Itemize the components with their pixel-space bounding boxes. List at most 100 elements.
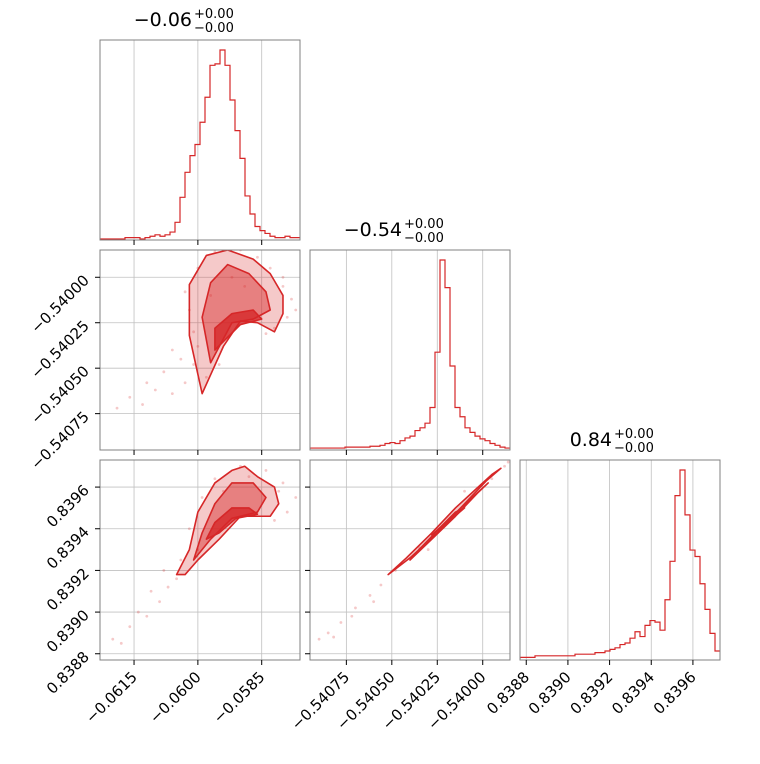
sample-point <box>200 496 204 499</box>
sample-point <box>281 275 285 279</box>
param-1-title-value: −0.54 <box>344 219 402 241</box>
sample-point <box>264 469 268 472</box>
param-0-title-plus: +0.00 <box>194 7 234 22</box>
x-tick-label: −0.0585 <box>210 668 269 727</box>
sample-point <box>294 308 298 312</box>
sample-point <box>170 392 174 396</box>
sample-point <box>158 600 161 604</box>
sample-point <box>183 290 187 294</box>
y-tick-label: 0.8388 <box>43 648 93 698</box>
sample-point <box>162 569 166 572</box>
param-2-title-plus: +0.00 <box>614 427 654 442</box>
sample-point <box>145 614 149 618</box>
sample-point <box>179 357 183 361</box>
sample-point <box>153 388 157 392</box>
sample-point <box>268 266 272 270</box>
sample-point <box>332 635 336 639</box>
y-tick-label: 0.8390 <box>43 606 93 656</box>
sample-point <box>281 481 285 485</box>
sample-point <box>350 614 354 618</box>
sample-point <box>136 610 140 614</box>
sample-point <box>256 255 259 259</box>
sample-point <box>294 496 298 499</box>
sample-point <box>285 315 289 319</box>
histogram-2-step <box>520 469 720 659</box>
sample-point <box>426 548 430 551</box>
hist-panel-2-background <box>520 460 720 660</box>
sample-point <box>192 330 196 334</box>
sample-point <box>183 381 187 385</box>
y-tick-label: 0.8394 <box>43 523 93 573</box>
x-tick-label: 0.8394 <box>608 668 658 718</box>
histogram-0-step <box>100 49 300 240</box>
sample-point <box>204 375 208 379</box>
sample-point <box>111 637 115 641</box>
sample-point <box>192 363 196 366</box>
contour-outer <box>387 467 502 576</box>
sample-point <box>119 641 123 645</box>
param-0-title-value: −0.06 <box>134 9 192 31</box>
sample-point <box>368 594 372 597</box>
x-tick-label: −0.0615 <box>82 668 141 727</box>
sample-point <box>196 344 200 348</box>
sample-point <box>290 297 293 301</box>
x-tick-label: 0.8392 <box>567 668 617 718</box>
sample-point <box>339 621 343 624</box>
sample-point <box>277 489 281 493</box>
histogram-1-step <box>310 259 510 449</box>
x-tick-label: −0.0600 <box>146 668 205 727</box>
param-1-title-minus: −0.00 <box>404 231 444 246</box>
scatter-panel-0-1-frame <box>99 249 301 451</box>
sample-point <box>379 583 383 587</box>
sample-point <box>247 475 251 479</box>
sample-point <box>209 294 213 297</box>
sample-point <box>463 489 466 493</box>
sample-point <box>281 284 285 288</box>
sample-point <box>175 577 178 581</box>
scatter-panel-1-2-frame <box>309 459 511 661</box>
sample-point <box>506 460 510 464</box>
hist-panel-2-frame <box>519 459 721 661</box>
sample-point <box>326 631 330 635</box>
sample-point <box>141 403 144 406</box>
sample-point <box>145 381 149 385</box>
param-2-title-minus: −0.00 <box>614 441 654 456</box>
hist-panel-1-background <box>310 250 510 450</box>
sample-point <box>128 625 132 629</box>
sample-point <box>372 600 376 604</box>
sample-point <box>217 363 221 366</box>
sample-point <box>170 348 174 352</box>
sample-point <box>503 464 506 468</box>
scatter-panel-0-2-background <box>100 460 300 660</box>
contour-inner <box>205 507 259 540</box>
sample-point <box>264 332 268 336</box>
sample-point <box>273 519 276 522</box>
scatter-panel-0-2-frame <box>99 459 301 661</box>
sample-point <box>179 558 183 562</box>
x-tick-label: 0.8396 <box>650 668 700 718</box>
param-2-title-value: 0.84 <box>570 429 612 451</box>
x-tick-label: 0.8388 <box>483 668 533 718</box>
sample-point <box>187 527 191 531</box>
sample-point <box>317 637 321 641</box>
param-1-title-plus: +0.00 <box>404 217 444 232</box>
hist-panel-1-frame <box>309 249 511 451</box>
x-tick-label: 0.8390 <box>525 668 575 718</box>
hist-panel-0-frame <box>99 39 301 241</box>
sample-point <box>243 284 247 288</box>
contour-inner <box>431 507 466 536</box>
sample-point <box>354 606 357 610</box>
scatter-panel-0-1-background <box>100 250 300 450</box>
y-tick-label: 0.8392 <box>43 565 93 615</box>
sample-point <box>230 275 234 279</box>
y-tick-label: 0.8396 <box>43 481 93 531</box>
sample-point <box>166 585 170 589</box>
contour-inner <box>214 309 263 351</box>
sample-point <box>115 406 119 410</box>
sample-point <box>285 510 289 514</box>
sample-point <box>149 589 153 593</box>
sample-point <box>128 395 132 399</box>
sample-point <box>162 370 166 374</box>
